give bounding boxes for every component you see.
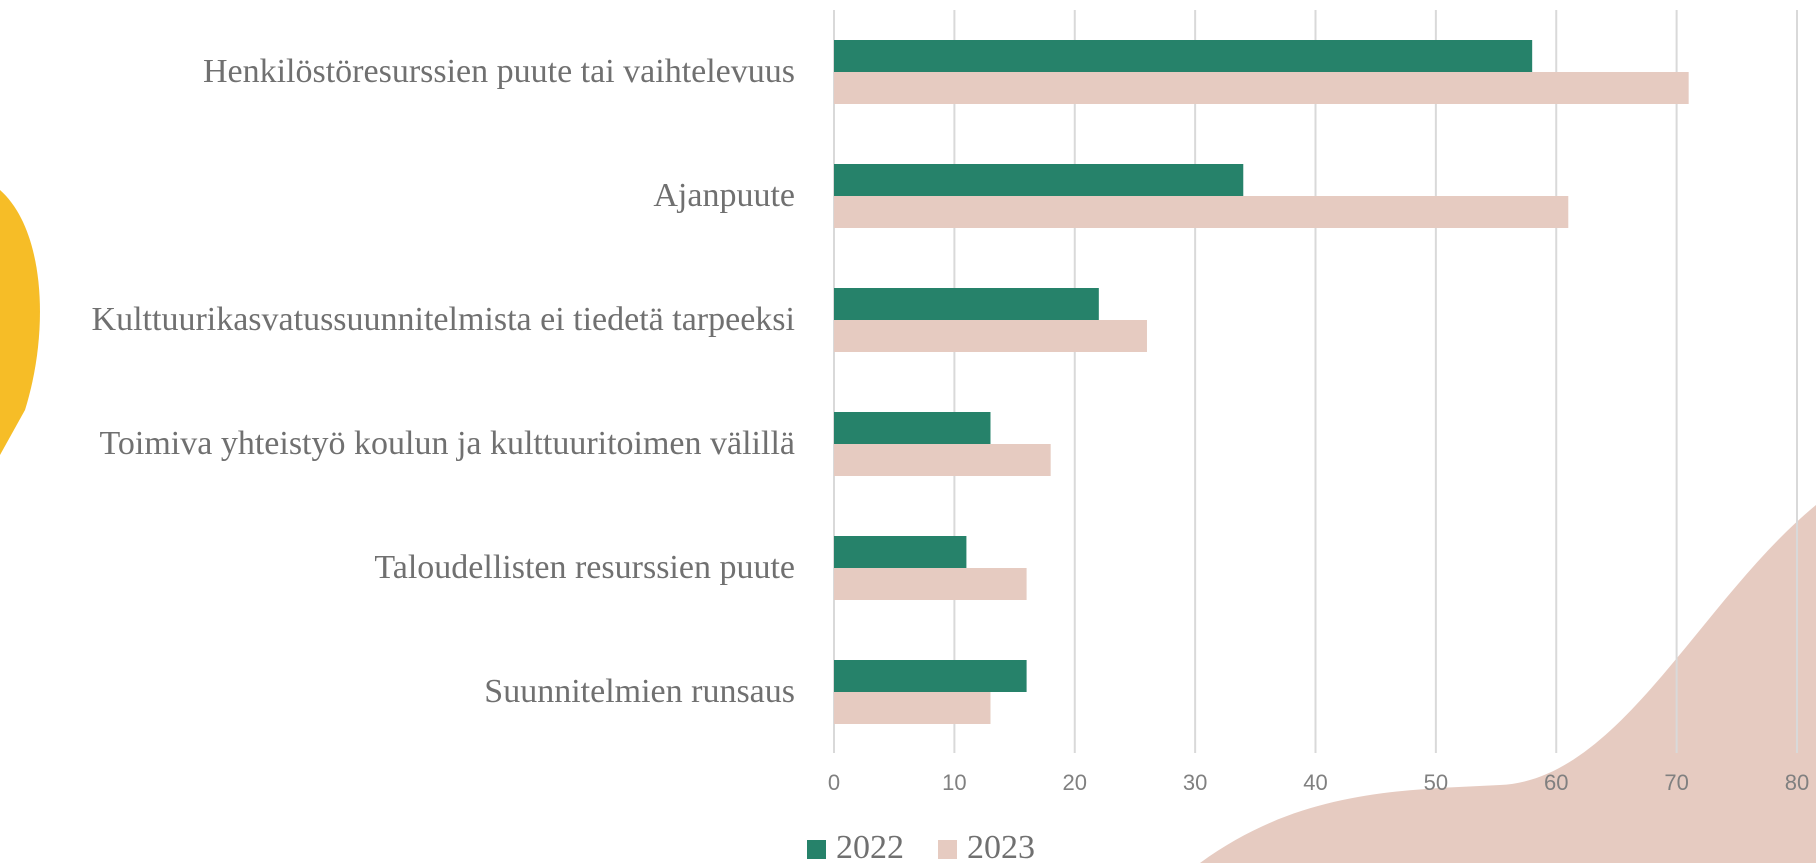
x-tick-label: 70	[1664, 770, 1688, 795]
decor-wave	[1200, 505, 1816, 863]
category-text: Kulttuurikasvatussuunnitelmista ei tiede…	[91, 301, 795, 338]
category-label: Suunnitelmien runsaus	[0, 672, 795, 712]
x-tick-label: 10	[942, 770, 966, 795]
bar	[834, 288, 1099, 320]
legend-swatch	[938, 840, 957, 859]
x-tick-label: 0	[828, 770, 840, 795]
bar	[834, 40, 1533, 72]
category-label: Kulttuurikasvatussuunnitelmista ei tiede…	[0, 300, 795, 340]
decor-blob	[0, 190, 40, 455]
legend-swatch	[807, 840, 826, 859]
x-tick-label: 80	[1785, 770, 1809, 795]
category-label: Ajanpuute	[0, 176, 795, 216]
category-text: Suunnitelmien runsaus	[484, 673, 795, 710]
category-text: Taloudellisten resurssien puute	[374, 549, 795, 586]
legend-label: 2023	[967, 829, 1035, 863]
bar	[834, 320, 1147, 352]
x-tick-label: 30	[1183, 770, 1207, 795]
category-text: Ajanpuute	[653, 177, 795, 214]
category-text: Henkilöstöresurssien puute tai vaihtelev…	[202, 53, 795, 90]
bar	[834, 660, 1027, 692]
legend-label: 2022	[836, 829, 904, 863]
bar	[834, 568, 1027, 600]
bar	[834, 412, 991, 444]
category-label: Henkilöstöresurssien puute tai vaihtelev…	[0, 52, 795, 92]
category-text: Toimiva yhteistyö koulun ja kulttuuritoi…	[99, 425, 795, 462]
bar	[834, 692, 991, 724]
bar	[834, 72, 1689, 104]
bar	[834, 164, 1244, 196]
x-tick-label: 20	[1063, 770, 1087, 795]
bar	[834, 536, 967, 568]
x-tick-label: 60	[1544, 770, 1568, 795]
x-tick-label: 50	[1424, 770, 1448, 795]
bar	[834, 196, 1569, 228]
category-label: Toimiva yhteistyö koulun ja kulttuuritoi…	[0, 424, 795, 464]
bar	[834, 444, 1051, 476]
category-label: Taloudellisten resurssien puute	[0, 548, 795, 588]
x-tick-label: 40	[1303, 770, 1327, 795]
